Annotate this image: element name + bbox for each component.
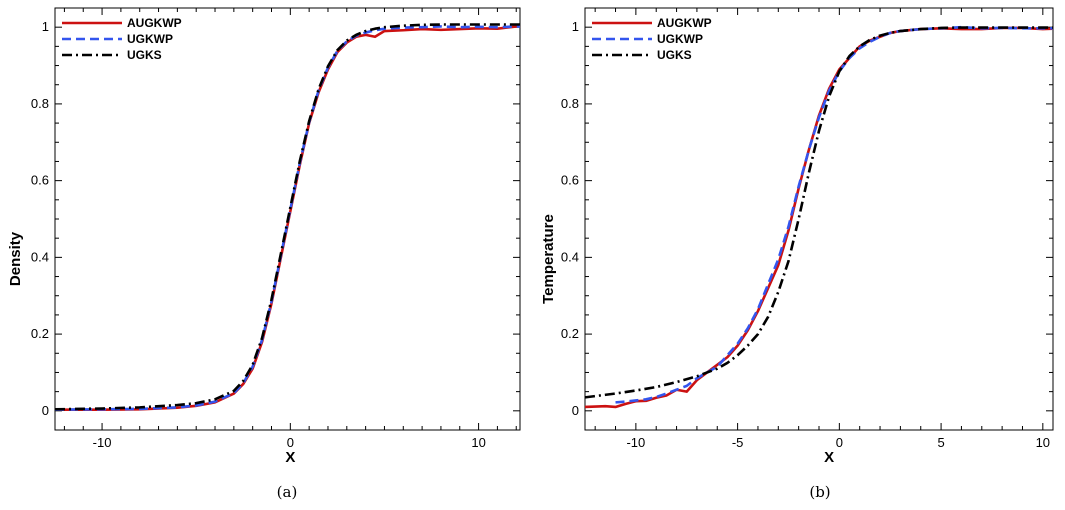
series-line-ugkwp: [615, 25, 1053, 404]
y-tick-label: 0.2: [561, 326, 579, 341]
panel-b: -10 -5 0 5 10 0 0.2 0.4 0.6 0.8 1 X Temperature AUGKW…: [540, 7, 1054, 501]
y-tick-label: 0: [572, 403, 579, 418]
x-tick-label: -5: [732, 435, 744, 450]
x-tick-label: -10: [626, 435, 645, 450]
x-axis-title: X: [824, 449, 834, 466]
legend-label: UGKWP: [127, 32, 173, 46]
y-tick-label: 0: [42, 403, 49, 418]
panel-a: -10 0 10 0 0.2 0.4 0.6 0.8 1 X Density AUGKWP UGKWP U…: [7, 7, 521, 501]
x-tick-label: 10: [1036, 435, 1050, 450]
y-tick-label: 1: [572, 19, 579, 34]
series-line-ugks: [584, 26, 1053, 399]
y-tick-label: 0.4: [561, 249, 579, 264]
y-axis-title: Density: [7, 231, 24, 286]
x-tick-label: 5: [937, 435, 944, 450]
y-tick-label: 0.4: [31, 249, 49, 264]
y-tick-label: 1: [42, 19, 49, 34]
x-axis-title: X: [285, 449, 295, 466]
y-tick-label: 0.8: [31, 96, 49, 111]
y-tick-label: 0.2: [31, 326, 49, 341]
y-tick-label: 0.6: [31, 173, 49, 188]
panel-caption: (b): [809, 483, 830, 501]
x-tick-label: 0: [836, 435, 843, 450]
x-tick-label: 10: [471, 435, 485, 450]
series-line-ugks: [54, 23, 520, 411]
x-tick-label: -10: [93, 435, 112, 450]
y-tick-label: 0.8: [561, 96, 579, 111]
legend-label: UGKS: [127, 48, 162, 62]
series-line-augkwp: [584, 26, 1054, 409]
y-axis-title: Temperature: [540, 214, 557, 304]
y-tick-label: 0.6: [561, 173, 579, 188]
x-tick-label: 0: [287, 435, 294, 450]
panel-caption: (a): [277, 483, 298, 501]
legend-label: AUGKWP: [127, 16, 182, 30]
plot-frame: [584, 7, 1054, 431]
series-line-ugkwp: [54, 25, 521, 411]
legend-label: UGKWP: [657, 32, 703, 46]
legend-label: UGKS: [657, 48, 692, 62]
legend-label: AUGKWP: [657, 16, 712, 30]
